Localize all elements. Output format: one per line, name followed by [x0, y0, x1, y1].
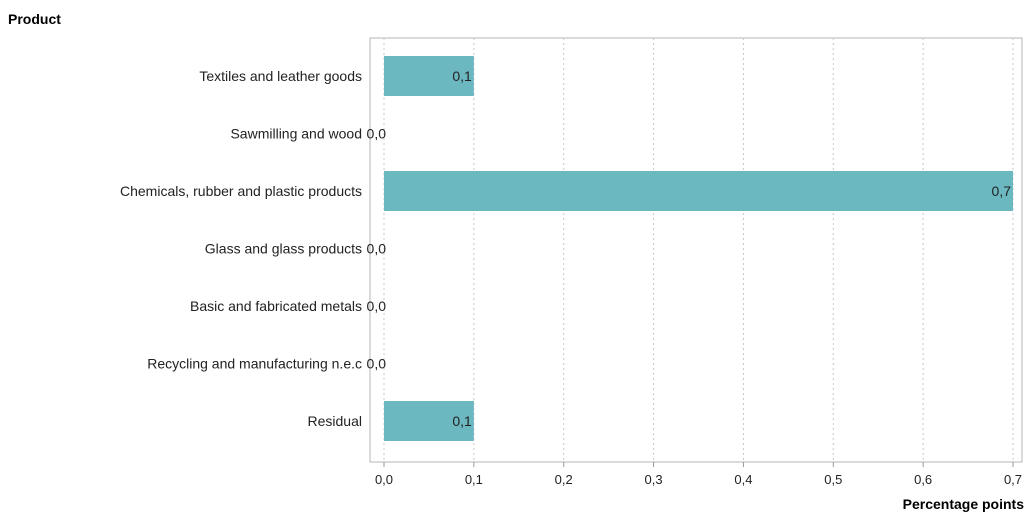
category-label: Recycling and manufacturing n.e.c: [147, 356, 362, 372]
category-labels: Textiles and leather goods Sawmilling and…: [120, 68, 362, 429]
bar: [384, 171, 1013, 211]
bars-group: [384, 56, 1013, 441]
data-label: 0,1: [452, 68, 472, 84]
data-label: 0,1: [452, 413, 472, 429]
x-tick-label: 0,4: [734, 472, 752, 487]
category-label: Basic and fabricated metals: [190, 298, 362, 314]
data-label: 0,0: [367, 298, 387, 314]
category-label: Glass and glass products: [205, 241, 362, 257]
x-tick-label: 0,1: [465, 472, 483, 487]
x-tick-label: 0,0: [375, 472, 393, 487]
data-label: 0,0: [367, 126, 387, 142]
data-label: 0,0: [367, 356, 387, 372]
bar: [384, 401, 474, 441]
x-axis-title: Percentage points: [903, 496, 1025, 512]
category-label: Residual: [308, 413, 362, 429]
x-tick-labels: 0,0 0,1 0,2 0,3 0,4 0,5 0,6 0,7: [375, 462, 1022, 487]
grid-lines: [383, 38, 1014, 462]
x-tick-label: 0,5: [824, 472, 842, 487]
y-axis-title: Product: [8, 11, 61, 27]
category-label: Sawmilling and wood: [230, 126, 362, 142]
data-label: 0,7: [992, 183, 1012, 199]
x-tick-label: 0,6: [914, 472, 932, 487]
bar: [384, 56, 474, 96]
category-label: Chemicals, rubber and plastic products: [120, 183, 362, 199]
category-label: Textiles and leather goods: [199, 68, 362, 84]
data-labels: 0,1 0,0 0,7 0,0 0,0 0,0 0,1: [367, 68, 1012, 429]
data-label: 0,0: [367, 241, 387, 257]
plot-area-frame: [369, 37, 1023, 463]
x-tick-label: 0,2: [555, 472, 573, 487]
x-tick-label: 0,3: [645, 472, 663, 487]
x-tick-label: 0,7: [1004, 472, 1022, 487]
